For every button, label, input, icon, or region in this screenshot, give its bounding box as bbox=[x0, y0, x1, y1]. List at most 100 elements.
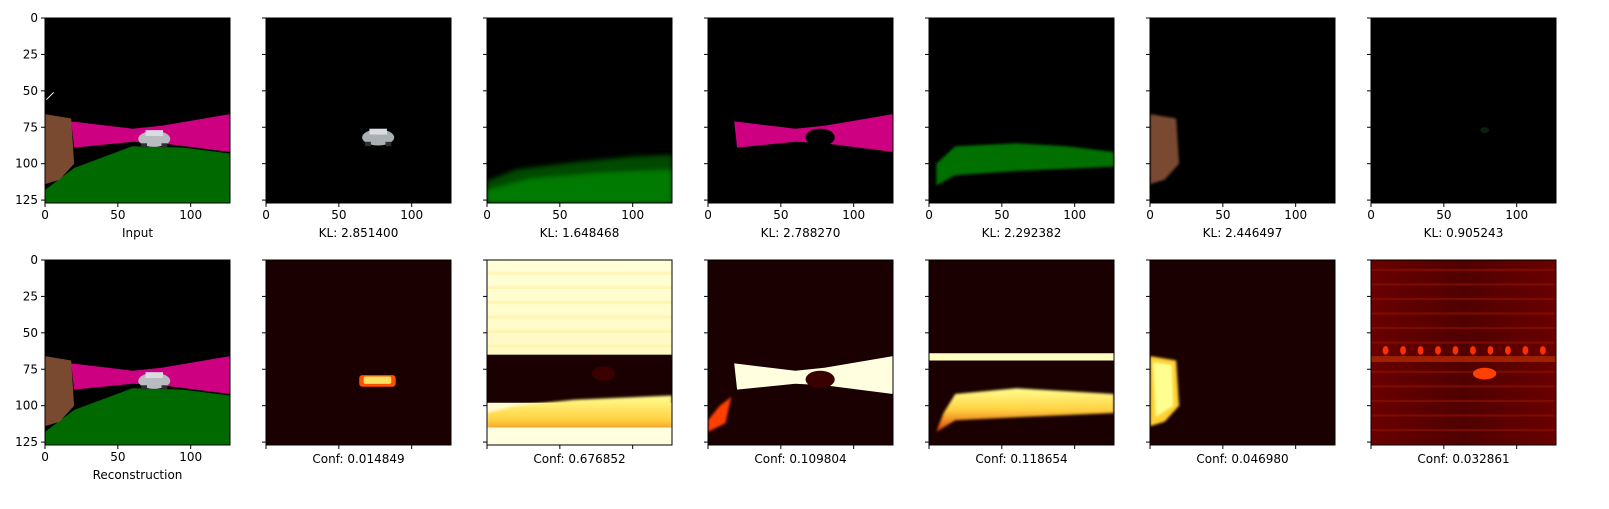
axes-frame bbox=[1149, 259, 1336, 446]
axes-frame bbox=[486, 17, 673, 204]
noise-blob bbox=[1452, 345, 1459, 355]
y-tick-label: 50 bbox=[23, 326, 38, 340]
panel-image bbox=[487, 18, 672, 203]
green-mask bbox=[936, 388, 1114, 432]
y-tick-label: 25 bbox=[23, 47, 38, 61]
top-edge-band bbox=[929, 353, 1114, 361]
axes-frame bbox=[1370, 17, 1557, 204]
axes-frame bbox=[265, 259, 452, 446]
panel-image bbox=[1371, 18, 1556, 203]
dark-band bbox=[487, 354, 672, 403]
car-wheel bbox=[365, 141, 371, 147]
green-band bbox=[936, 143, 1114, 186]
panel-label: KL: 2.788270 bbox=[761, 226, 841, 240]
axes-frame bbox=[928, 17, 1115, 204]
x-tick-label: 50 bbox=[552, 208, 567, 222]
panel-image bbox=[1150, 260, 1335, 445]
faint-blob bbox=[1480, 127, 1489, 134]
axes-frame bbox=[1149, 17, 1336, 204]
car-roof bbox=[145, 372, 163, 378]
car-wheel bbox=[141, 385, 147, 390]
noise-blob bbox=[1487, 345, 1494, 355]
slot-background bbox=[929, 18, 1114, 203]
heat-stripe bbox=[487, 315, 672, 319]
noise-band bbox=[1371, 356, 1556, 362]
brown-wall bbox=[45, 114, 75, 185]
panel-image bbox=[1371, 260, 1556, 445]
panel-image bbox=[929, 260, 1114, 445]
left-edge-heat bbox=[708, 396, 732, 432]
x-tick-label: 0 bbox=[41, 450, 49, 464]
heatmap-background bbox=[266, 260, 451, 445]
heat-stripe bbox=[487, 344, 672, 348]
ground-core bbox=[487, 169, 672, 203]
x-tick-label: 100 bbox=[1284, 208, 1307, 222]
panel-label: Reconstruction bbox=[93, 468, 183, 482]
car-wheel bbox=[141, 143, 147, 148]
axes-frame bbox=[928, 259, 1115, 446]
noise-blob bbox=[1522, 345, 1529, 355]
x-tick-label: 0 bbox=[1146, 208, 1154, 222]
noise-stripe bbox=[1371, 399, 1556, 403]
car-roof bbox=[369, 128, 387, 135]
x-tick-label: 50 bbox=[1215, 208, 1230, 222]
x-tick-label: 100 bbox=[1505, 208, 1528, 222]
panel-label: Conf: 0.676852 bbox=[533, 452, 625, 466]
heat-stripe bbox=[487, 329, 672, 333]
noise-blob bbox=[1505, 345, 1511, 355]
heat-stripe bbox=[487, 286, 672, 290]
noise-car bbox=[1472, 367, 1497, 380]
slot-background bbox=[1371, 18, 1556, 203]
x-tick-label: 100 bbox=[179, 450, 202, 464]
axes-frame bbox=[707, 259, 894, 446]
x-tick-label: 100 bbox=[179, 208, 202, 222]
car-silhouette bbox=[805, 128, 835, 147]
panel-image bbox=[45, 18, 230, 203]
noise-stripe bbox=[1371, 385, 1556, 388]
axes-frame bbox=[265, 17, 452, 204]
panel-label: Conf: 0.109804 bbox=[754, 452, 846, 466]
noise-stripe bbox=[1371, 312, 1556, 315]
x-tick-label: 50 bbox=[110, 450, 125, 464]
panel-top-1: 0 50 100 0 25 50 75 100 125 Input bbox=[15, 11, 231, 240]
x-tick-label: 50 bbox=[110, 208, 125, 222]
x-tick-label: 50 bbox=[331, 208, 346, 222]
noise-blob bbox=[1435, 345, 1441, 355]
noise-stripe bbox=[1371, 414, 1556, 417]
x-tick-label: 100 bbox=[1063, 208, 1086, 222]
panel-label: KL: 2.446497 bbox=[1203, 226, 1283, 240]
panel-label: KL: 2.292382 bbox=[982, 226, 1062, 240]
brown-wall bbox=[1150, 114, 1180, 185]
car-hole bbox=[805, 370, 835, 389]
panel-label: KL: 0.905243 bbox=[1424, 226, 1504, 240]
x-tick-label: 50 bbox=[994, 208, 1009, 222]
y-tick-label: 125 bbox=[15, 193, 38, 207]
x-tick-label: 0 bbox=[262, 208, 270, 222]
x-tick-label: 100 bbox=[400, 208, 423, 222]
axes-frame bbox=[44, 17, 231, 204]
green-ground bbox=[45, 146, 230, 203]
axes-frame bbox=[1370, 259, 1557, 446]
panel-label: KL: 1.648468 bbox=[540, 226, 620, 240]
car-shadow bbox=[591, 366, 616, 381]
panel-image bbox=[45, 260, 230, 445]
noise-stripe bbox=[1371, 327, 1556, 330]
panel-bottom-7: Conf: 0.032861 bbox=[1367, 259, 1557, 466]
brown-wall bbox=[45, 356, 75, 427]
noise-blob bbox=[1400, 345, 1406, 355]
panel-label: KL: 2.851400 bbox=[319, 226, 399, 240]
panel-bottom-3: Conf: 0.676852 bbox=[483, 259, 673, 466]
x-tick-label: 50 bbox=[1436, 208, 1451, 222]
y-tick-label: 0 bbox=[30, 253, 38, 267]
ground-bright bbox=[487, 427, 672, 445]
axes-frame bbox=[707, 17, 894, 204]
y-tick-label: 75 bbox=[23, 120, 38, 134]
panel-bottom-1: 0 50 100 0 25 50 75 100 125 Reconstruction bbox=[15, 253, 231, 482]
axes-frame bbox=[486, 259, 673, 446]
